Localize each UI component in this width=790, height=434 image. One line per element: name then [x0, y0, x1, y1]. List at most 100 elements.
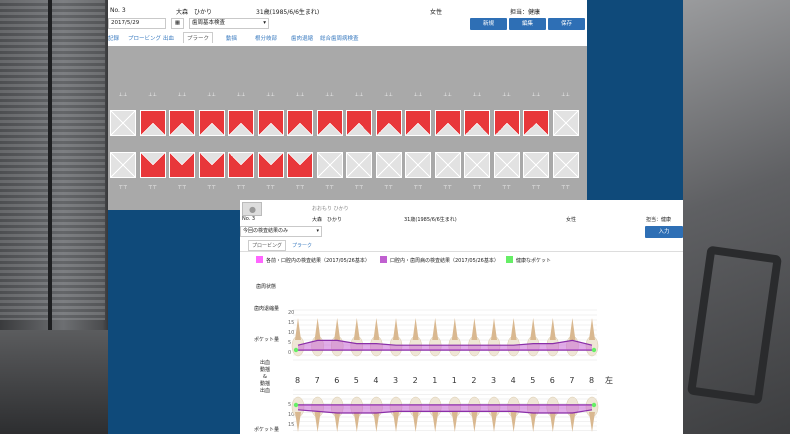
- tooth-cell[interactable]: [464, 152, 490, 178]
- tooth-cell[interactable]: [228, 110, 254, 136]
- tooth-number: 8: [295, 376, 300, 385]
- tab-item[interactable]: 出血: [163, 36, 175, 42]
- tooth-cell[interactable]: [139, 110, 166, 136]
- calendar-button[interactable]: ▦: [171, 18, 184, 29]
- plaque-mark: [347, 111, 371, 135]
- tooth-cross: [524, 153, 548, 177]
- tooth-cell[interactable]: [493, 110, 520, 136]
- tooth-number: 1: [452, 376, 457, 385]
- tooth-root-icon: ⊥⊥: [148, 92, 157, 98]
- date-input[interactable]: 2017/5/29: [108, 18, 166, 29]
- tooth-cell[interactable]: [110, 110, 136, 136]
- upper-tooth-root: [353, 318, 360, 340]
- doctor-label: 担当：健康: [646, 217, 672, 223]
- tooth-root-icon: ⊤⊤: [118, 185, 128, 191]
- tooth-cell[interactable]: [346, 152, 372, 178]
- plaque-mark: [524, 111, 548, 135]
- tooth-cell[interactable]: [228, 152, 254, 178]
- tooth-number: 7: [569, 376, 574, 385]
- tooth-cell[interactable]: [346, 110, 372, 136]
- tooth-cell[interactable]: [434, 152, 461, 178]
- upper-tooth-root: [491, 318, 497, 340]
- y-tick-label: 10: [288, 412, 294, 418]
- tooth-cell[interactable]: [375, 152, 402, 178]
- tab-item[interactable]: プラーク: [292, 243, 313, 249]
- upper-tooth-root: [393, 318, 399, 340]
- tooth-root-icon: ⊤⊤: [266, 185, 275, 191]
- avatar: ●: [242, 202, 262, 216]
- input-button[interactable]: 入力: [645, 226, 683, 238]
- lower-tooth-root: [295, 412, 301, 432]
- y-tick-label: 0: [288, 350, 291, 356]
- tooth-cell[interactable]: [523, 152, 549, 178]
- tooth-cell[interactable]: [287, 152, 313, 178]
- blinds-frame: [48, 0, 52, 330]
- background-right-scene: [683, 0, 790, 434]
- tab-item[interactable]: 歯肉退縮: [291, 36, 314, 42]
- tooth-cell[interactable]: [316, 152, 343, 178]
- tooth-cell[interactable]: [257, 110, 284, 136]
- tooth-cell[interactable]: [375, 110, 402, 136]
- tab-item[interactable]: 記録: [108, 36, 120, 42]
- tab-item[interactable]: 動揺: [226, 36, 238, 42]
- plaque-mark: [199, 111, 224, 135]
- plaque-mark: [258, 153, 283, 177]
- tooth-root-icon: ⊥⊥: [531, 92, 541, 98]
- tooth-cell[interactable]: [257, 152, 284, 178]
- tooth-cell[interactable]: [287, 110, 313, 136]
- row-label-pocket: ポケット量: [254, 337, 280, 343]
- patient-name: 大森 ひかり: [176, 9, 213, 16]
- upper-tooth-root: [589, 318, 595, 340]
- upper-tooth-root: [334, 318, 341, 340]
- tooth-cell[interactable]: [198, 110, 225, 136]
- tooth-cell[interactable]: [110, 152, 136, 178]
- tooth-cell[interactable]: [493, 152, 520, 178]
- result-filter-select[interactable]: 今回の検査結果のみ ▾: [240, 226, 322, 237]
- tooth-cell[interactable]: [552, 110, 579, 136]
- tooth-cell[interactable]: [552, 152, 579, 178]
- patient-name: 大森 ひかり: [312, 217, 343, 223]
- tooth-cell[interactable]: [169, 110, 195, 136]
- tooth-root-icon: ⊥⊥: [325, 92, 334, 98]
- edit-button[interactable]: 編集: [509, 18, 546, 30]
- tooth-cross: [553, 153, 578, 177]
- lower-tooth-root: [432, 412, 439, 432]
- tab-item[interactable]: プロービング: [128, 36, 162, 42]
- user-icon: ●: [249, 205, 256, 214]
- lower-tooth-root: [549, 412, 556, 432]
- new-button[interactable]: 新規: [470, 18, 507, 30]
- lower-tooth-root: [353, 412, 360, 432]
- tab-item[interactable]: プロービング: [248, 240, 287, 251]
- tooth-root-icon: ⊥⊥: [502, 92, 511, 98]
- tooth-cell[interactable]: [139, 152, 166, 178]
- upper-tooth-root: [471, 318, 478, 340]
- chart-svg: 20 15 10 5 0 5 10 15 8 7 6 5 4 3 2 1 1 2 3 4 5 6 7 8 左: [288, 309, 613, 432]
- legend-label: 口腔内・歯周病の検査結果（2017/05/26基本）: [390, 258, 499, 264]
- lower-pocket-area: [298, 405, 592, 413]
- tooth-number: 4: [511, 376, 516, 385]
- plaque-mark: [199, 153, 224, 177]
- tooth-cell[interactable]: [198, 152, 225, 178]
- tooth-cell[interactable]: [523, 110, 549, 136]
- exam-type-select[interactable]: 歯周基本検査 ▾: [189, 18, 269, 29]
- tooth-root-icon: ⊤⊤: [354, 185, 364, 191]
- tooth-cross: [347, 153, 371, 177]
- tooth-cell[interactable]: [464, 110, 490, 136]
- patient-header: No. 3 大森 ひかり 31歳(1985/6/6生まれ) 女性 担当：健康 2…: [108, 0, 587, 46]
- tab-item[interactable]: プラーク: [183, 32, 214, 43]
- lower-tooth-root: [510, 412, 517, 432]
- result-filter-value: 今回の検査結果のみ: [243, 228, 289, 234]
- tooth-cell[interactable]: [169, 152, 195, 178]
- upper-tooth-root: [373, 318, 380, 340]
- tooth-root-icon: ⊤⊤: [472, 185, 482, 191]
- tooth-cell[interactable]: [434, 110, 461, 136]
- tooth-cell[interactable]: [405, 110, 431, 136]
- row-label-status: 歯周状態: [256, 284, 277, 290]
- save-button[interactable]: 保存: [548, 18, 585, 30]
- tab-item[interactable]: 根分岐部: [255, 36, 278, 42]
- tooth-cell[interactable]: [405, 152, 431, 178]
- tab-item[interactable]: 総合歯周病検査: [320, 36, 359, 42]
- tooth-root-icon: ⊥⊥: [207, 92, 216, 98]
- legend-label: 各前・口腔内の検査結果（2017/05/26基本）: [266, 258, 370, 264]
- tooth-cell[interactable]: [316, 110, 343, 136]
